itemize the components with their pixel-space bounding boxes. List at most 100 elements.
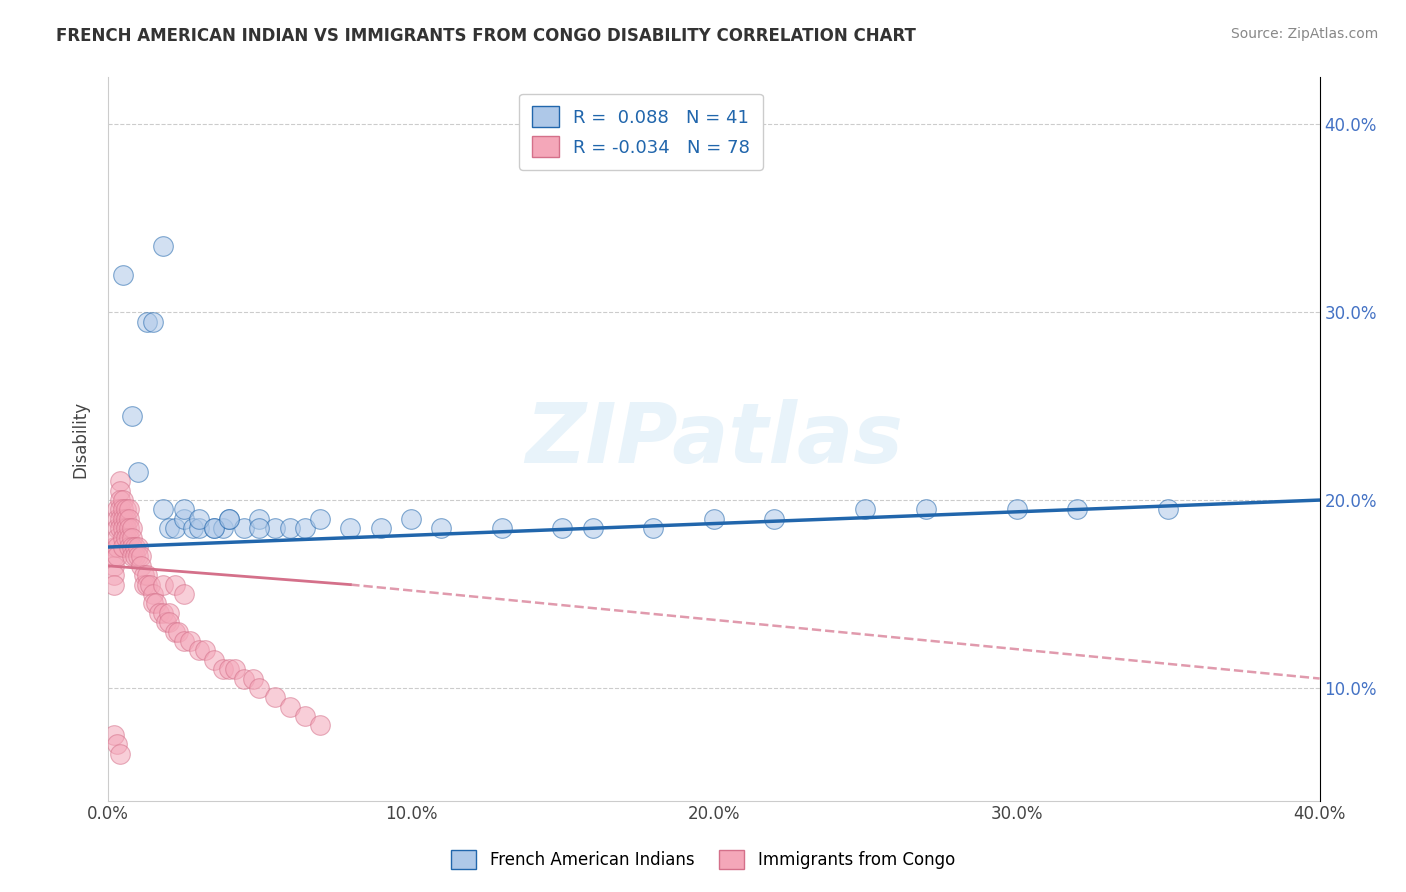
Point bbox=[105, 737, 128, 751]
Point bbox=[136, 315, 159, 329]
Point bbox=[152, 577, 174, 591]
Point bbox=[112, 502, 135, 516]
Point bbox=[152, 239, 174, 253]
Point bbox=[179, 634, 201, 648]
Point bbox=[263, 690, 285, 705]
Point bbox=[112, 512, 135, 526]
Point bbox=[103, 540, 125, 554]
Point bbox=[491, 521, 513, 535]
Point bbox=[914, 502, 936, 516]
Point bbox=[581, 521, 603, 535]
Point bbox=[181, 521, 204, 535]
Point bbox=[121, 549, 143, 564]
Point bbox=[127, 540, 149, 554]
Point bbox=[278, 521, 301, 535]
Point bbox=[194, 643, 217, 657]
Point bbox=[218, 662, 240, 676]
Point bbox=[108, 483, 131, 498]
Point bbox=[152, 502, 174, 516]
Point bbox=[202, 653, 225, 667]
Point bbox=[643, 521, 665, 535]
Point bbox=[152, 606, 174, 620]
Point bbox=[134, 568, 156, 582]
Point bbox=[173, 587, 195, 601]
Point bbox=[399, 512, 422, 526]
Text: ZIPatlas: ZIPatlas bbox=[524, 399, 903, 480]
Point bbox=[112, 521, 135, 535]
Point bbox=[249, 521, 271, 535]
Point bbox=[212, 662, 235, 676]
Point bbox=[136, 577, 159, 591]
Point bbox=[242, 672, 264, 686]
Point bbox=[124, 540, 146, 554]
Point bbox=[115, 502, 138, 516]
Point bbox=[112, 540, 135, 554]
Point bbox=[173, 512, 195, 526]
Point bbox=[115, 512, 138, 526]
Point bbox=[339, 521, 361, 535]
Point bbox=[105, 549, 128, 564]
Point bbox=[131, 558, 153, 573]
Point bbox=[218, 512, 240, 526]
Point bbox=[103, 549, 125, 564]
Point bbox=[163, 624, 186, 639]
Point bbox=[112, 268, 135, 282]
Point bbox=[148, 606, 170, 620]
Point bbox=[136, 568, 159, 582]
Point bbox=[105, 502, 128, 516]
Point bbox=[218, 512, 240, 526]
Point bbox=[124, 549, 146, 564]
Point bbox=[163, 521, 186, 535]
Legend: French American Indians, Immigrants from Congo: French American Indians, Immigrants from… bbox=[441, 840, 965, 880]
Point bbox=[139, 577, 162, 591]
Point bbox=[278, 699, 301, 714]
Point bbox=[112, 493, 135, 508]
Point bbox=[430, 521, 453, 535]
Point bbox=[108, 475, 131, 489]
Point bbox=[202, 521, 225, 535]
Point bbox=[157, 521, 180, 535]
Point bbox=[134, 577, 156, 591]
Text: FRENCH AMERICAN INDIAN VS IMMIGRANTS FROM CONGO DISABILITY CORRELATION CHART: FRENCH AMERICAN INDIAN VS IMMIGRANTS FRO… bbox=[56, 27, 917, 45]
Legend: R =  0.088   N = 41, R = -0.034   N = 78: R = 0.088 N = 41, R = -0.034 N = 78 bbox=[519, 94, 763, 169]
Point bbox=[127, 465, 149, 479]
Point bbox=[763, 512, 786, 526]
Point bbox=[142, 596, 165, 610]
Point bbox=[173, 502, 195, 516]
Point bbox=[103, 558, 125, 573]
Point bbox=[173, 634, 195, 648]
Point bbox=[142, 315, 165, 329]
Point bbox=[249, 681, 271, 695]
Point bbox=[202, 521, 225, 535]
Point bbox=[309, 718, 332, 732]
Point bbox=[157, 606, 180, 620]
Point bbox=[103, 568, 125, 582]
Point bbox=[103, 577, 125, 591]
Point bbox=[108, 747, 131, 761]
Point bbox=[118, 540, 141, 554]
Point bbox=[551, 521, 574, 535]
Point bbox=[115, 531, 138, 545]
Point bbox=[157, 615, 180, 630]
Point bbox=[1005, 502, 1028, 516]
Point bbox=[142, 587, 165, 601]
Point bbox=[121, 540, 143, 554]
Point bbox=[115, 521, 138, 535]
Point bbox=[263, 521, 285, 535]
Point bbox=[309, 512, 332, 526]
Point bbox=[294, 709, 316, 723]
Point bbox=[1157, 502, 1180, 516]
Point bbox=[187, 512, 209, 526]
Point bbox=[118, 521, 141, 535]
Point bbox=[187, 521, 209, 535]
Point bbox=[127, 549, 149, 564]
Point bbox=[108, 502, 131, 516]
Point bbox=[1066, 502, 1088, 516]
Point bbox=[121, 531, 143, 545]
Point bbox=[233, 521, 256, 535]
Point bbox=[166, 624, 188, 639]
Point bbox=[163, 577, 186, 591]
Point bbox=[112, 531, 135, 545]
Point bbox=[370, 521, 392, 535]
Point bbox=[121, 521, 143, 535]
